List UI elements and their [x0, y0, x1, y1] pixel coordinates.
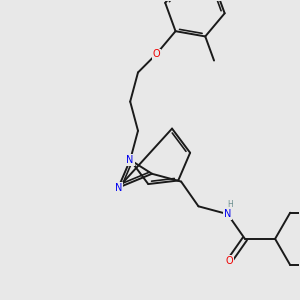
Text: O: O — [152, 49, 160, 59]
Text: N: N — [127, 155, 134, 165]
Text: N: N — [224, 209, 231, 219]
Text: N: N — [115, 183, 122, 193]
Text: O: O — [226, 256, 233, 266]
Text: H: H — [228, 200, 233, 209]
